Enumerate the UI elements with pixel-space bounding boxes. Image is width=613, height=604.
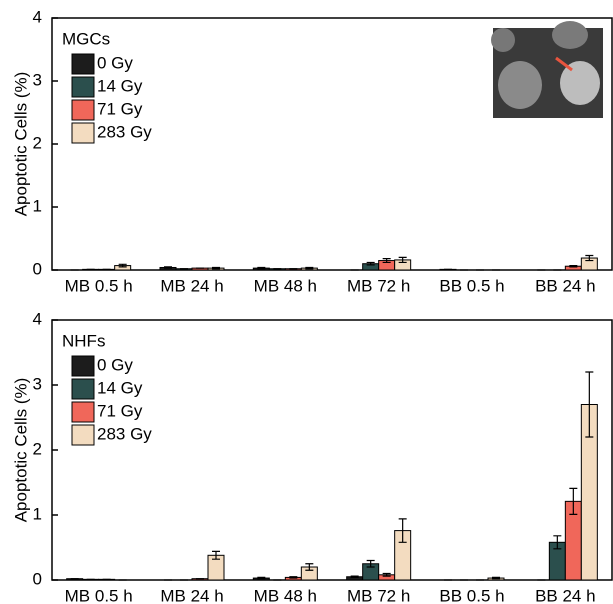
x-tick-label: BB 0.5 h [439, 276, 504, 295]
legend-swatch [72, 77, 94, 97]
x-tick-label: MB 72 h [347, 276, 410, 295]
cell [560, 61, 600, 105]
y-tick-label: 0 [33, 259, 42, 278]
x-tick-label: BB 24 h [535, 276, 596, 295]
y-tick-label: 4 [33, 7, 42, 26]
legend-label: 283 Gy [97, 122, 152, 141]
x-tick-label: MB 48 h [254, 586, 317, 604]
legend-swatch [72, 54, 94, 74]
y-tick-label: 3 [33, 374, 42, 393]
x-tick-label: BB 0.5 h [439, 586, 504, 604]
x-tick-label: BB 24 h [535, 586, 596, 604]
x-tick-label: MB 24 h [160, 276, 223, 295]
legend-label: 14 Gy [97, 378, 143, 397]
y-tick-label: 1 [33, 196, 42, 215]
y-tick-label: 1 [33, 504, 42, 523]
x-tick-label: MB 0.5 h [65, 276, 133, 295]
cell [498, 61, 542, 109]
y-axis-label: Apoptotic Cells (%) [11, 72, 30, 217]
legend-swatch [72, 425, 94, 445]
y-tick-label: 0 [33, 569, 42, 588]
x-tick-label: MB 24 h [160, 586, 223, 604]
legend-swatch [72, 402, 94, 422]
y-tick-label: 2 [33, 133, 42, 152]
legend-label: 0 Gy [97, 53, 133, 72]
x-tick-label: MB 0.5 h [65, 586, 133, 604]
x-tick-label: MB 72 h [347, 586, 410, 604]
legend-swatch [72, 356, 94, 376]
legend-swatch [72, 123, 94, 143]
y-tick-label: 2 [33, 439, 42, 458]
legend-title: MGCs [62, 29, 110, 48]
y-axis-label: Apoptotic Cells (%) [11, 378, 30, 523]
legend-title: NHFs [62, 331, 105, 350]
cell [491, 28, 515, 52]
figure: 0 1 2 3 4 Apoptotic Cells (%) MB 0.5 h MB 24 h M… [0, 0, 613, 604]
y-tick-label: 4 [33, 309, 42, 328]
legend-swatch [72, 100, 94, 120]
legend-label: 283 Gy [97, 424, 152, 443]
legend-label: 71 Gy [97, 401, 143, 420]
legend-swatch [72, 379, 94, 399]
cell [552, 21, 588, 49]
x-tick-label: MB 48 h [254, 276, 317, 295]
legend-label: 71 Gy [97, 99, 143, 118]
page: 0 1 2 3 4 Apoptotic Cells (%) MB 0.5 h MB 24 h M… [0, 0, 613, 604]
legend-label: 0 Gy [97, 355, 133, 374]
legend-label: 14 Gy [97, 76, 143, 95]
inset-image [491, 21, 603, 118]
y-tick-label: 3 [33, 70, 42, 89]
